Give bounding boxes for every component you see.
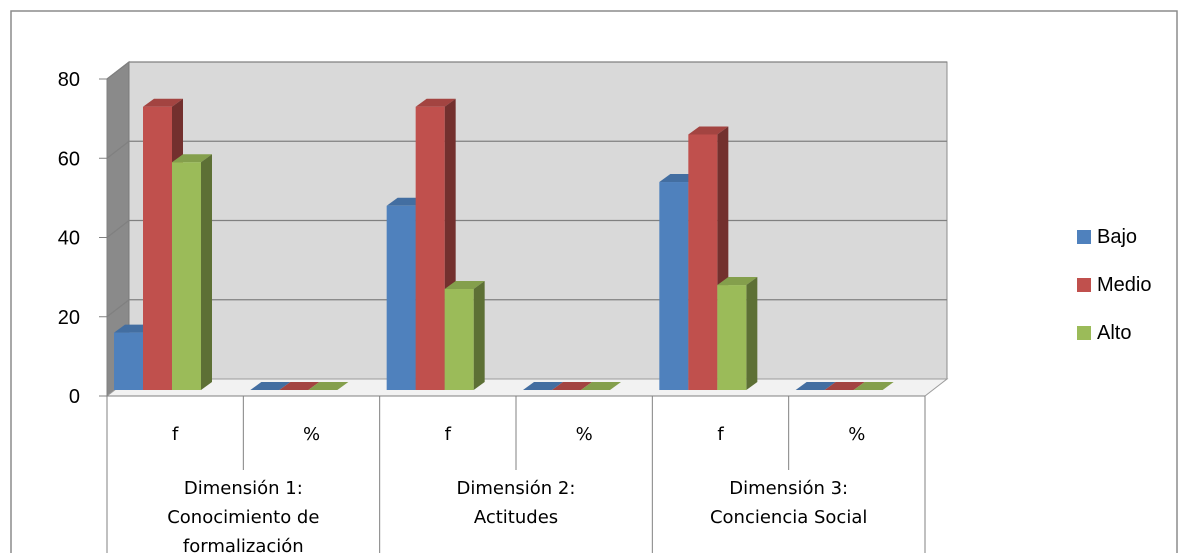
bar-bajo [250,382,291,390]
bar-medio [824,382,865,390]
bar-top [795,382,836,390]
legend-label: Bajo [1097,226,1137,248]
y-tick-label: 80 [58,69,80,91]
bar-front [717,285,747,390]
bar-front [659,182,689,390]
group-label: Conciencia Social [710,507,867,528]
legend: Bajo Medio Alto [1077,226,1151,344]
group-label: Actitudes [474,507,558,528]
bar-alto [308,382,349,390]
x-tick-label: % [303,424,320,445]
bar-front [444,289,474,390]
legend-swatch [1077,326,1091,340]
bar-front [143,106,172,391]
bar-top [415,98,456,107]
bar-top [552,382,592,390]
y-tick-label: 20 [58,307,80,329]
bar-top [688,126,729,135]
y-tick-label: 40 [58,228,80,250]
bar-alto [172,154,212,390]
group-label: Dimensión 3: [729,478,848,499]
bar-bajo [523,382,563,390]
group-label: Conocimiento de [167,507,319,528]
x-tick-labels: f% f% f% [172,424,865,445]
group-label: Dimensión 1: [184,478,303,499]
bar-top [172,154,212,163]
gridline [106,61,947,80]
bar-top [717,277,758,286]
y-tick-label: 0 [69,386,80,408]
bar-alto [853,382,894,390]
x-tick-label: % [848,424,865,445]
legend-label: Medio [1097,274,1151,296]
bar-alto [581,382,621,390]
x-tick-label: f [717,424,724,445]
x-tick-label: % [576,424,593,445]
bar-front [415,106,445,391]
bar-front [114,332,143,390]
bar-bajo [795,382,836,390]
plot-walls [105,60,949,398]
x-tick-label: f [172,424,179,445]
legend-label: Alto [1097,322,1131,344]
bar-top [853,382,894,390]
legend-swatch [1077,278,1091,292]
group-label: formalización [183,536,304,553]
gridline [106,140,947,159]
axis-table [106,395,926,553]
bar-medio [279,382,320,390]
bar-alto [717,277,758,390]
bar-side [473,281,485,390]
legend-swatch [1077,230,1091,244]
y-tick-labels: 0 20 40 60 80 [58,69,80,408]
bar-medio [552,382,592,390]
bar-top [250,382,291,390]
group-label: Dimensión 2: [457,478,576,499]
bars [114,98,894,391]
bar-front [386,205,416,390]
bar-front [688,134,718,390]
bar-side [201,154,212,390]
bar-top [143,98,183,107]
bar-top [523,382,563,390]
bar-side [746,277,758,390]
y-tick-label: 60 [58,148,80,170]
bar-alto [444,281,485,390]
group-labels: Dimensión 1: Conocimiento de formalización… [167,478,867,553]
bar-top [444,281,485,290]
x-tick-label: f [445,424,452,445]
bar-top [308,382,349,390]
bar-top [824,382,865,390]
bar-front [172,162,201,390]
bar-top [581,382,621,390]
bar-top [279,382,320,390]
